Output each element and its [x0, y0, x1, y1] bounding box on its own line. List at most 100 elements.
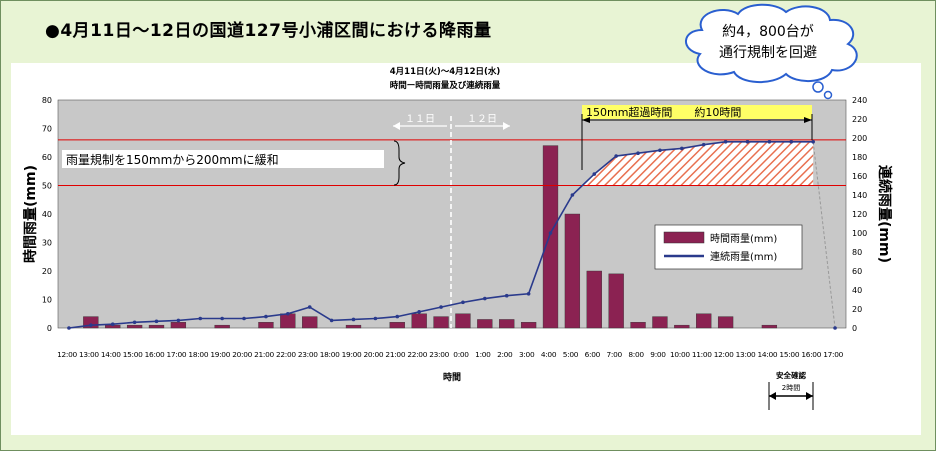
bar-1	[83, 316, 99, 329]
y-left-tick-40: 40	[42, 210, 52, 219]
x-tick-35: 17:00	[823, 350, 843, 359]
x-tick-11: 23:00	[298, 350, 318, 359]
point-25	[614, 154, 618, 158]
y-right-tick-0: 0	[852, 324, 857, 333]
y-right-tick-20: 20	[852, 305, 862, 314]
safety-note: 安全確認 2時間	[768, 370, 814, 410]
bar-3	[126, 324, 143, 329]
x-tick-29: 11:00	[692, 350, 712, 359]
chart-subtitle: 時間ー時間雨量及び連続雨量	[390, 80, 501, 91]
point-14	[373, 316, 378, 321]
point-32	[767, 140, 772, 144]
y-right-tick-100: 100	[852, 229, 867, 238]
x-tick-9: 21:00	[254, 350, 274, 359]
x-tick-34: 16:00	[801, 350, 821, 359]
y-left-tick-60: 60	[42, 153, 52, 162]
day2-label: １２日	[467, 114, 497, 125]
plot-area	[57, 99, 847, 329]
point-10	[286, 311, 290, 316]
y-right-tick-180: 180	[852, 153, 867, 162]
point-21	[526, 292, 531, 296]
x-tick-3: 15:00	[123, 350, 143, 359]
point-15	[395, 314, 400, 319]
bar-26	[630, 322, 646, 329]
point-22	[548, 231, 553, 235]
x-tick-14: 20:00	[364, 350, 384, 359]
point-23	[570, 193, 575, 197]
cumulative-drop-line	[812, 141, 836, 329]
x-tick-17: 23:00	[429, 350, 449, 359]
y-right-tick-60: 60	[852, 267, 862, 276]
x-tick-27: 9:00	[650, 350, 666, 359]
y-right-tick-160: 160	[852, 172, 867, 181]
callout-line2: 通行規制を回避	[719, 45, 817, 61]
bar-20	[499, 319, 515, 329]
point-35	[833, 326, 837, 330]
point-11	[307, 305, 312, 309]
y-right-tick-220: 220	[852, 115, 867, 124]
x-tick-33: 15:00	[779, 350, 799, 359]
legend-label-line: 連続雨量(mm)	[710, 250, 777, 263]
point-8	[242, 316, 246, 321]
y-left-tick-30: 30	[42, 239, 52, 248]
y-axis-left-ticks: 0 10 20 30 40 50 60 70 80	[42, 96, 52, 333]
x-tick-15: 21:00	[385, 350, 405, 359]
y-left-tick-0: 0	[47, 324, 52, 333]
point-34	[811, 140, 815, 144]
bar-17	[433, 316, 449, 329]
bar-29	[696, 313, 712, 329]
point-18	[461, 300, 465, 305]
x-tick-28: 10:00	[670, 350, 690, 359]
exceed-label-box	[582, 105, 812, 119]
callout-cloud: 約4，800台が 通行規制を回避	[685, 3, 858, 100]
callout-line1: 約4，800台が	[722, 24, 814, 40]
x-tick-5: 17:00	[167, 350, 187, 359]
point-3	[132, 320, 137, 325]
x-tick-21: 3:00	[519, 350, 535, 359]
safety-note-line2: 2時間	[782, 384, 800, 392]
bar-25	[608, 273, 624, 329]
y-left-tick-50: 50	[42, 182, 52, 191]
x-tick-26: 8:00	[628, 350, 644, 359]
bar-24	[586, 270, 602, 329]
x-tick-25: 7:00	[607, 350, 623, 359]
bar-28	[674, 324, 690, 329]
legend: 時間雨量(mm) 連続雨量(mm)	[654, 224, 803, 270]
exceed-area	[582, 141, 814, 186]
y-axis-left-title: 時間雨量(mm)	[22, 165, 39, 263]
x-tick-10: 22:00	[276, 350, 296, 359]
legend-swatch-bar	[663, 231, 705, 244]
bar-19	[477, 319, 493, 329]
x-tick-32: 14:00	[758, 350, 778, 359]
point-13	[351, 317, 356, 322]
bar-16	[411, 313, 427, 329]
point-27	[658, 148, 662, 153]
y-left-tick-10: 10	[42, 296, 52, 305]
legend-label-bar: 時間雨量(mm)	[710, 233, 777, 245]
bar-21	[520, 322, 537, 329]
point-6	[198, 316, 203, 321]
y-right-tick-140: 140	[852, 191, 867, 200]
y-axis-right-ticks: 0 20 40 60 80 100 120 140 160 180 200 220 240	[852, 96, 867, 333]
point-5	[176, 318, 181, 323]
page-title: ●4月11日〜12日の国道127号小浦区間における降雨量	[45, 21, 492, 41]
x-axis-ticks: 12:00 13:00 14:00 15:00 16:00 17:00 18:00 19:00…	[57, 350, 844, 359]
point-24	[592, 172, 597, 176]
x-tick-8: 20:00	[232, 350, 252, 359]
x-tick-1: 13:00	[79, 350, 99, 359]
bar-30	[717, 316, 734, 329]
x-tick-18: 0:00	[453, 350, 469, 359]
point-1	[89, 323, 93, 327]
x-tick-16: 22:00	[407, 350, 427, 359]
bar-13	[345, 324, 362, 329]
point-2	[110, 322, 115, 327]
hourly-rain-bars	[83, 145, 778, 329]
bar-10	[280, 313, 296, 329]
x-tick-4: 16:00	[145, 350, 165, 359]
exceed-bracket: 150mm超過時間 約10時間	[581, 105, 813, 170]
bar-32	[761, 324, 778, 329]
point-33	[789, 140, 794, 144]
point-9	[264, 314, 268, 319]
point-19	[483, 296, 487, 301]
